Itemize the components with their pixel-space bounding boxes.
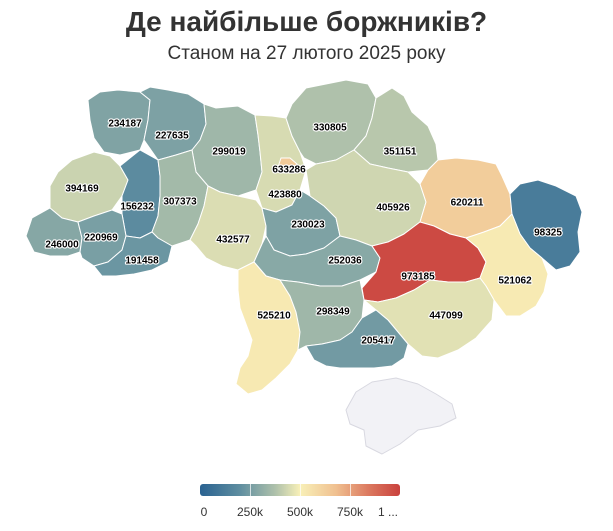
- region-donetsk: [465, 213, 549, 317]
- value-label-donetsk: 521062: [498, 276, 532, 287]
- region-kherson: [305, 309, 409, 369]
- region-chernivtsi: [93, 231, 173, 277]
- value-label-dnipropetrovsk: 973185: [401, 272, 435, 283]
- value-label-sumy: 351151: [384, 147, 417, 158]
- legend-label-0: 0: [200, 505, 208, 519]
- value-label-kyiv-city: 633286: [272, 165, 306, 176]
- legend-tick-750k: [350, 484, 351, 496]
- value-label-poltava: 405926: [376, 203, 410, 214]
- regions-group: [25, 79, 583, 455]
- value-label-khmelnytskyi: 307373: [163, 197, 197, 208]
- legend-tick-250k: [250, 484, 251, 496]
- value-label-zakarpattia: 246000: [45, 240, 79, 251]
- legend-label-750k: 750k: [336, 505, 364, 519]
- value-label-chernihiv: 330805: [313, 123, 347, 134]
- value-label-mykolaiv: 298349: [316, 307, 350, 318]
- color-legend: [200, 484, 400, 496]
- region-kyiv-city: [277, 157, 298, 174]
- value-label-kirovohrad: 252036: [328, 256, 362, 267]
- region-crimea: [345, 377, 457, 455]
- value-label-odesa: 525210: [257, 311, 291, 322]
- value-label-volyn: 234187: [108, 119, 142, 130]
- value-label-ivano-frankivsk: 220969: [84, 233, 118, 244]
- value-label-vinnytsia: 432577: [216, 235, 250, 246]
- value-label-zaporizhzhia: 447099: [429, 311, 463, 322]
- value-label-kherson: 205417: [361, 336, 395, 347]
- value-label-kharkiv: 620211: [451, 198, 484, 209]
- value-label-chernivtsi: 191458: [125, 256, 159, 267]
- legend-tick-500k: [300, 484, 301, 496]
- region-zhytomyr: [191, 103, 263, 197]
- legend-label-250k: 250k: [236, 505, 264, 519]
- value-label-zhytomyr: 299019: [212, 147, 246, 158]
- value-label-luhansk: 98325: [534, 228, 562, 239]
- region-ternopil: [119, 149, 161, 239]
- value-label-rivne: 227635: [155, 131, 189, 142]
- value-label-lviv: 394169: [65, 184, 99, 195]
- value-label-cherkasy: 230023: [291, 220, 325, 231]
- value-label-ternopil: 156232: [120, 202, 154, 213]
- map-title: Де найбільше боржників?: [125, 6, 488, 37]
- value-label-kyiv-oblast: 423880: [268, 190, 302, 201]
- labels-group: 234187 227635 299019 633286 423880 330805 3511…: [44, 118, 563, 348]
- legend-label-1m: 1 ...: [377, 505, 399, 519]
- map-subtitle: Станом на 27 лютого 2025 року: [167, 43, 446, 64]
- legend-label-500k: 500k: [286, 505, 314, 519]
